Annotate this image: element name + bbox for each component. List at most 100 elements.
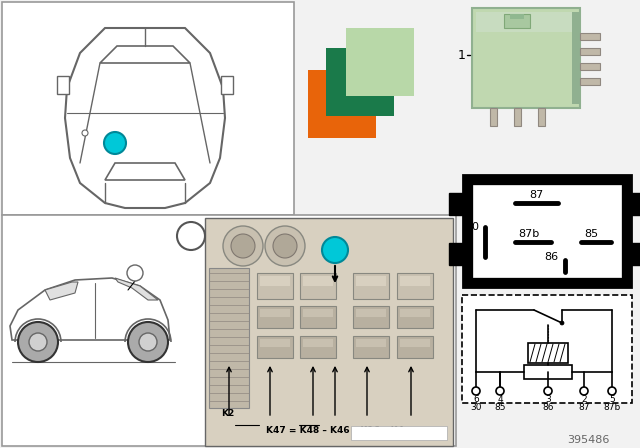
Bar xyxy=(260,309,290,317)
Bar xyxy=(308,70,376,138)
Bar xyxy=(580,33,600,40)
Bar xyxy=(524,365,572,379)
Text: 5: 5 xyxy=(609,395,615,404)
Circle shape xyxy=(580,387,588,395)
Circle shape xyxy=(273,234,297,258)
Bar xyxy=(400,309,430,317)
Bar xyxy=(631,193,640,215)
Polygon shape xyxy=(105,163,185,180)
Bar xyxy=(397,306,433,328)
Bar xyxy=(351,426,447,440)
Bar xyxy=(504,14,530,28)
Bar xyxy=(397,336,433,358)
Bar xyxy=(449,193,463,215)
Text: K2: K2 xyxy=(221,409,234,418)
Circle shape xyxy=(177,222,205,250)
Bar xyxy=(303,276,333,286)
Bar xyxy=(490,108,497,126)
Bar xyxy=(205,218,453,446)
Bar xyxy=(257,336,293,358)
Bar xyxy=(528,343,568,363)
Bar xyxy=(463,175,631,287)
Text: 1: 1 xyxy=(458,48,466,61)
Text: 1: 1 xyxy=(111,138,119,148)
Circle shape xyxy=(231,234,255,258)
Circle shape xyxy=(223,226,263,266)
Bar xyxy=(2,2,294,215)
Circle shape xyxy=(265,226,305,266)
Bar xyxy=(538,108,545,126)
Bar xyxy=(400,339,430,347)
Text: 2: 2 xyxy=(187,229,195,243)
Circle shape xyxy=(496,387,504,395)
Polygon shape xyxy=(100,46,190,63)
Text: 87: 87 xyxy=(579,402,589,412)
Polygon shape xyxy=(10,278,170,340)
Bar xyxy=(303,339,333,347)
Text: K47 = K48 – K46 – K16 – K4: K47 = K48 – K46 – K16 – K4 xyxy=(266,426,404,435)
Bar xyxy=(353,336,389,358)
Circle shape xyxy=(472,387,480,395)
Bar xyxy=(209,268,249,408)
Bar xyxy=(221,76,233,94)
Text: 87: 87 xyxy=(529,190,543,200)
Bar xyxy=(400,276,430,286)
Text: 87b: 87b xyxy=(604,402,621,412)
Bar xyxy=(449,243,463,265)
Bar xyxy=(580,63,600,70)
Polygon shape xyxy=(45,282,78,300)
Circle shape xyxy=(322,237,348,263)
Bar xyxy=(397,273,433,299)
Bar xyxy=(346,28,414,96)
Text: 87b: 87b xyxy=(518,229,540,239)
Circle shape xyxy=(18,322,58,362)
Bar xyxy=(300,306,336,328)
Bar xyxy=(472,8,580,108)
Bar xyxy=(356,339,386,347)
Bar xyxy=(510,14,524,19)
Bar xyxy=(260,339,290,347)
Text: 85: 85 xyxy=(494,402,506,412)
Text: 395486: 395486 xyxy=(568,435,610,445)
Bar xyxy=(514,108,521,126)
Polygon shape xyxy=(65,28,225,208)
Bar xyxy=(476,12,576,32)
Bar xyxy=(353,273,389,299)
Text: 86: 86 xyxy=(542,402,554,412)
Circle shape xyxy=(608,387,616,395)
Bar xyxy=(631,243,640,265)
Bar xyxy=(356,309,386,317)
Circle shape xyxy=(139,333,157,351)
Text: 30: 30 xyxy=(465,222,479,232)
Polygon shape xyxy=(115,278,158,300)
Text: S01216011: S01216011 xyxy=(375,428,422,438)
Bar xyxy=(326,48,394,116)
Bar xyxy=(300,273,336,299)
Bar xyxy=(572,12,580,104)
Bar xyxy=(260,276,290,286)
Bar xyxy=(57,76,69,94)
Bar xyxy=(257,273,293,299)
Text: 1: 1 xyxy=(331,244,339,257)
Text: 2: 2 xyxy=(581,395,587,404)
Text: 4: 4 xyxy=(497,395,503,404)
Circle shape xyxy=(128,322,168,362)
Circle shape xyxy=(29,333,47,351)
Circle shape xyxy=(127,265,143,281)
Circle shape xyxy=(544,387,552,395)
Text: 85: 85 xyxy=(584,229,598,239)
Text: 86: 86 xyxy=(544,252,558,262)
Circle shape xyxy=(82,130,88,136)
Circle shape xyxy=(560,321,564,325)
Text: 2: 2 xyxy=(132,268,138,278)
Text: 3: 3 xyxy=(545,395,551,404)
Text: 30: 30 xyxy=(470,402,482,412)
Bar xyxy=(257,306,293,328)
Bar xyxy=(356,276,386,286)
Bar xyxy=(2,215,456,446)
Bar xyxy=(580,48,600,55)
Bar xyxy=(303,309,333,317)
Circle shape xyxy=(104,132,126,154)
Bar xyxy=(462,295,632,403)
Bar xyxy=(353,306,389,328)
